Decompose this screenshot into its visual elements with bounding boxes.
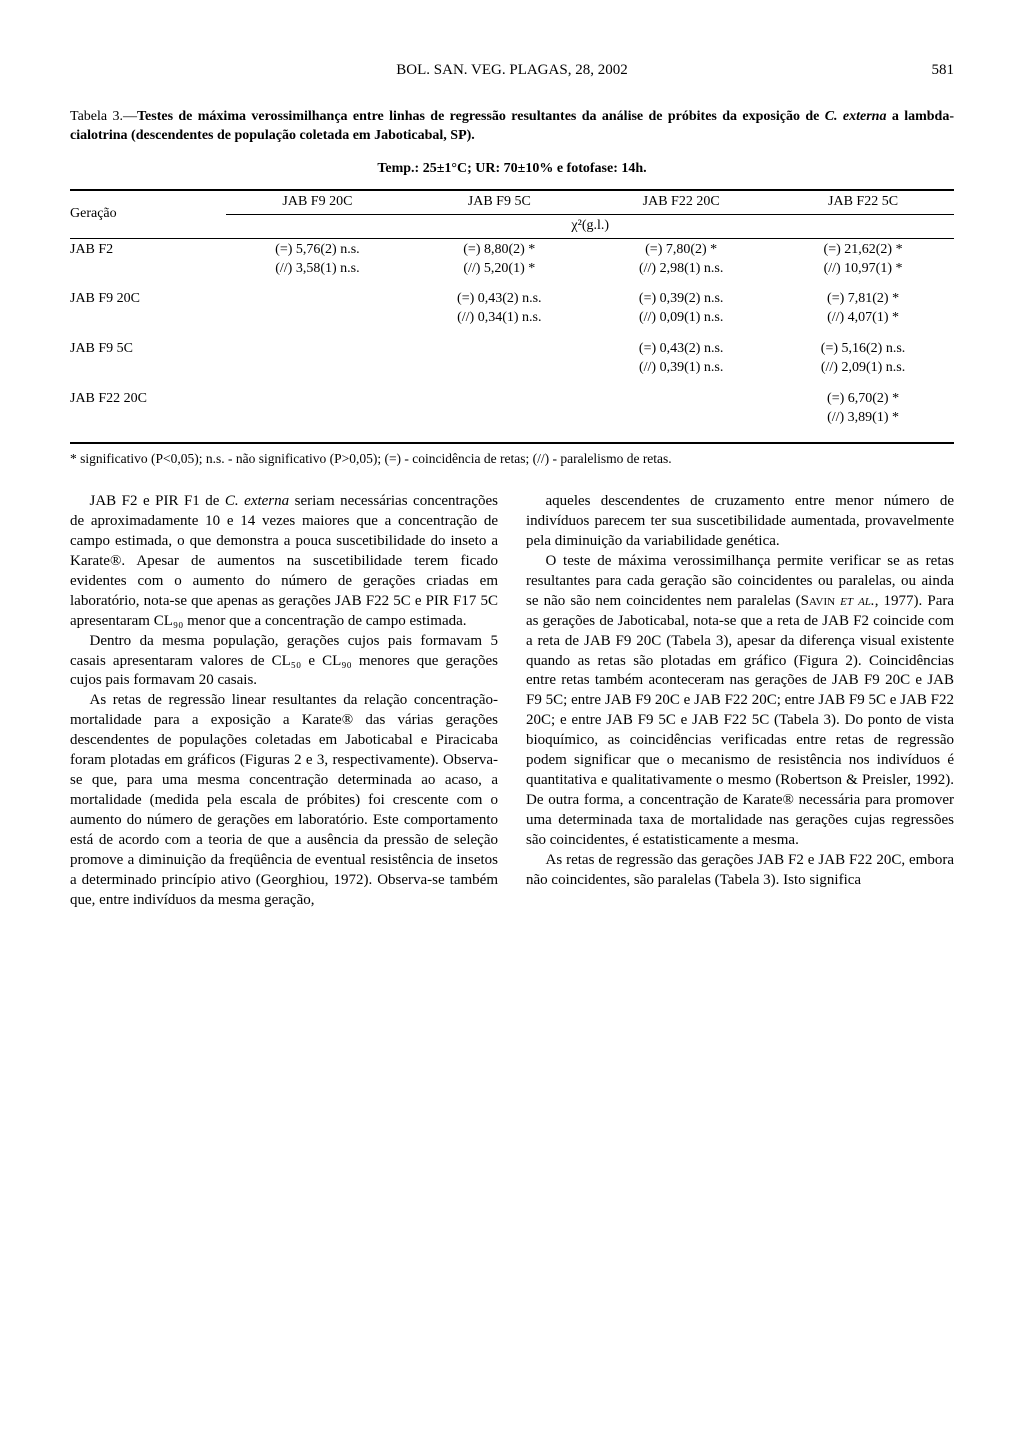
table-rule-bottom [70,442,954,444]
cell: (=) 0,43(2) n.s. (//) 0,39(1) n.s. [590,330,772,380]
paragraph: O teste de máxima verossimilhança permit… [526,552,954,851]
body-text: seriam necessárias concentrações de apro… [70,493,498,629]
cell: (=) 21,62(2) * (//) 10,97(1) * [772,239,954,281]
cell [226,280,408,330]
cell [226,330,408,380]
paragraph: JAB F2 e PIR F1 de C. externa seriam nec… [70,492,498,632]
caption-bold: Testes de máxima verossimilhança entre l… [137,109,825,124]
cell: (=) 6,70(2) * (//) 3,89(1) * [772,380,954,436]
cell [226,380,408,436]
paragraph: Dentro da mesma população, gerações cujo… [70,632,498,692]
cell: (=) 8,80(2) * (//) 5,20(1) * [408,239,590,281]
body-columns: JAB F2 e PIR F1 de C. externa seriam nec… [70,492,954,911]
table-header-row: Geração JAB F9 20C JAB F9 5C JAB F22 20C… [70,191,954,214]
body-text: , 1977). Para as gerações de Jaboticabal… [526,593,954,848]
table-row: JAB F9 20C (=) 0,43(2) n.s. (//) 0,34(1)… [70,280,954,330]
cell: (=) 5,76(2) n.s. (//) 3,58(1) n.s. [226,239,408,281]
col-header: JAB F22 5C [772,191,954,214]
table-row: JAB F2 (=) 5,76(2) n.s. (//) 3,58(1) n.s… [70,239,954,281]
body-text-smallcaps: Savin [801,593,841,609]
cell [408,380,590,436]
table-row: JAB F9 5C (=) 0,43(2) n.s. (//) 0,39(1) … [70,330,954,380]
cell: (=) 5,16(2) n.s. (//) 2,09(1) n.s. [772,330,954,380]
table-row: JAB F22 20C (=) 6,70(2) * (//) 3,89(1) * [70,380,954,436]
col-header: JAB F22 20C [590,191,772,214]
cell: (=) 7,80(2) * (//) 2,98(1) n.s. [590,239,772,281]
table-caption-sub: Temp.: 25±1°C; UR: 70±10% e fotofase: 14… [70,160,954,179]
body-text-etal: et al. [840,593,875,609]
cell [590,380,772,436]
cell [408,330,590,380]
paragraph: As retas de regressão linear resultantes… [70,691,498,910]
col-header: JAB F9 5C [408,191,590,214]
cell: (=) 0,43(2) n.s. (//) 0,34(1) n.s. [408,280,590,330]
caption-species: C. externa [825,109,887,124]
cell: (=) 7,81(2) * (//) 4,07(1) * [772,280,954,330]
paragraph: aqueles descendentes de cruzamento entre… [526,492,954,552]
caption-prefix: Tabela 3.— [70,109,137,124]
page-header: BOL. SAN. VEG. PLAGAS, 28, 2002 581 [70,60,954,80]
table-footnote: * significativo (P<0,05); n.s. - não sig… [70,450,954,468]
table-caption: Tabela 3.—Testes de máxima verossimilhan… [70,108,954,146]
row-label: JAB F9 5C [70,330,226,380]
col-header: JAB F9 20C [226,191,408,214]
paragraph: As retas de regressão das gerações JAB F… [526,851,954,891]
chi-label: χ²(g.l.) [226,214,954,237]
row-header: Geração [70,191,226,238]
page-number: 581 [932,60,955,80]
row-label: JAB F2 [70,239,226,281]
row-label: JAB F22 20C [70,380,226,436]
body-text-italic: C. externa [225,493,289,509]
data-table: Geração JAB F9 20C JAB F9 5C JAB F22 20C… [70,191,954,436]
row-label: JAB F9 20C [70,280,226,330]
cell: (=) 0,39(2) n.s. (//) 0,09(1) n.s. [590,280,772,330]
body-text: JAB F2 e PIR F1 de [90,493,225,509]
journal-ref: BOL. SAN. VEG. PLAGAS, 28, 2002 [396,62,627,78]
